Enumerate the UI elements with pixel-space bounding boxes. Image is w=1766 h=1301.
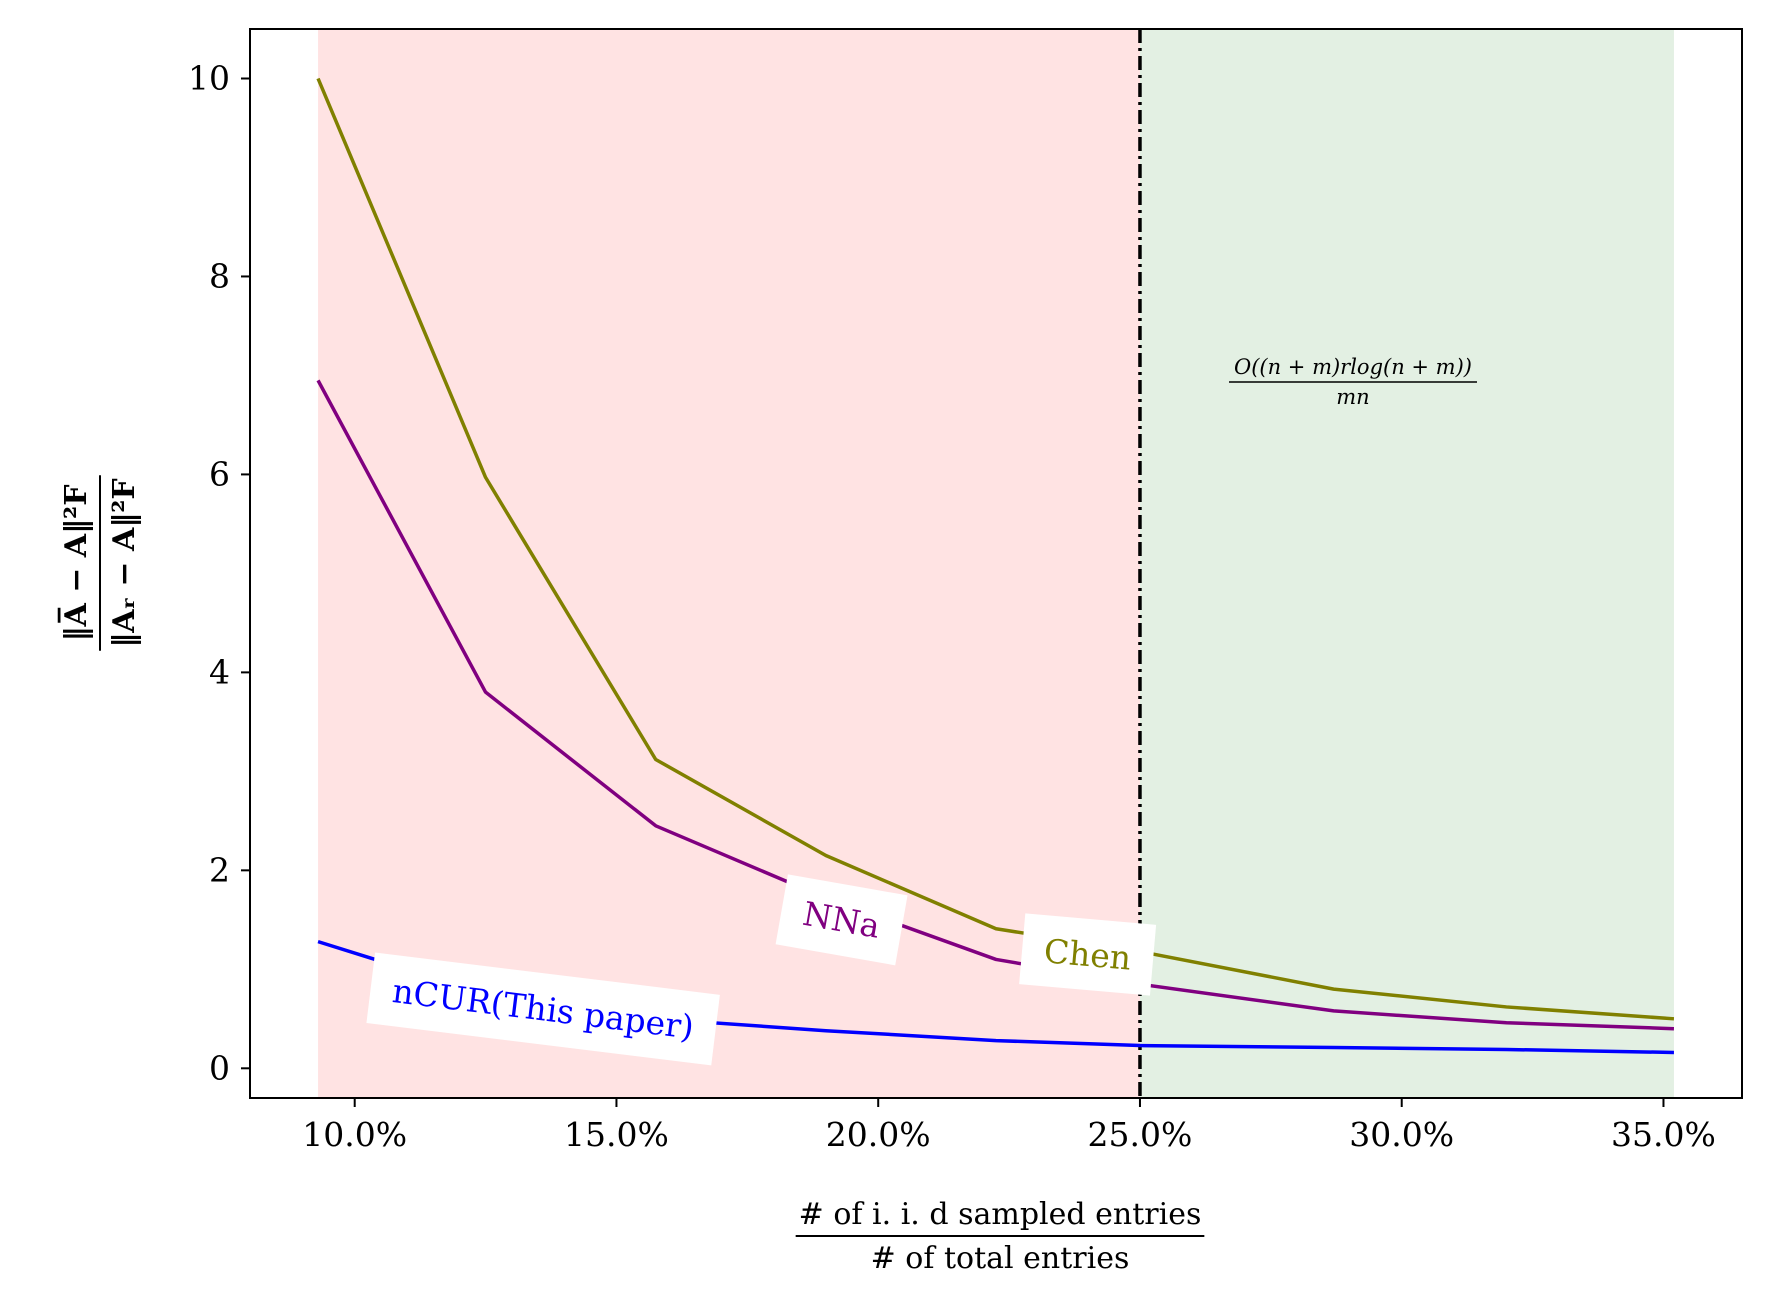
- x-tick-label: 30.0%: [1349, 1115, 1454, 1154]
- x-tick-label: 10.0%: [302, 1115, 407, 1154]
- x-axis-label-denominator: # of total entries: [871, 1241, 1130, 1276]
- series-line-1: [316, 379, 1675, 1031]
- x-tick-label: 15.0%: [564, 1115, 669, 1154]
- x-tick-label: 35.0%: [1611, 1115, 1716, 1154]
- shaded-region-0: [318, 29, 1140, 1098]
- series-label-box: [1019, 913, 1157, 996]
- x-axis-label: # of i. i. d sampled entries # of total …: [795, 1197, 1205, 1276]
- shaded-regions: [318, 29, 1674, 1098]
- series-label-0: Chen: [1019, 913, 1157, 996]
- series-line-0: [316, 77, 1675, 1021]
- y-axis-label: ‖A̅ − A‖²F ‖Aᵣ − A‖²F: [58, 475, 142, 651]
- y-axis-ticks: 0 2 4 6 8 10: [188, 58, 250, 1087]
- annotation-numerator: O((n + m)rlog(n + m)): [1234, 355, 1472, 379]
- y-tick-label: 4: [209, 652, 230, 691]
- y-tick-label: 2: [209, 850, 230, 889]
- x-tick-label: 25.0%: [1088, 1115, 1193, 1154]
- y-tick-label: 10: [188, 58, 230, 97]
- series-label-box: [366, 952, 720, 1066]
- annotation-denominator: mn: [1336, 385, 1369, 409]
- series-label-text: Chen: [1042, 931, 1132, 977]
- y-tick-label: 0: [209, 1048, 230, 1087]
- y-tick-label: 8: [209, 256, 230, 295]
- series-label-1: NNa: [775, 874, 908, 966]
- plot-frame: [249, 28, 1743, 1099]
- x-axis-ticks: 10.0% 15.0% 20.0% 25.0% 30.0% 35.0%: [302, 1098, 1716, 1154]
- x-tick-label: 20.0%: [826, 1115, 931, 1154]
- shaded-region-1: [1139, 29, 1674, 1098]
- y-axis-label-denominator: ‖Aᵣ − A‖²F: [107, 478, 142, 647]
- threshold-annotation: O((n + m)rlog(n + m)) mn: [1229, 355, 1477, 409]
- y-axis-label-numerator: ‖A̅ − A‖²F: [58, 484, 94, 641]
- series-label-box: [775, 874, 908, 966]
- x-axis-label-numerator: # of i. i. d sampled entries: [799, 1197, 1202, 1232]
- y-tick-label: 6: [209, 454, 230, 493]
